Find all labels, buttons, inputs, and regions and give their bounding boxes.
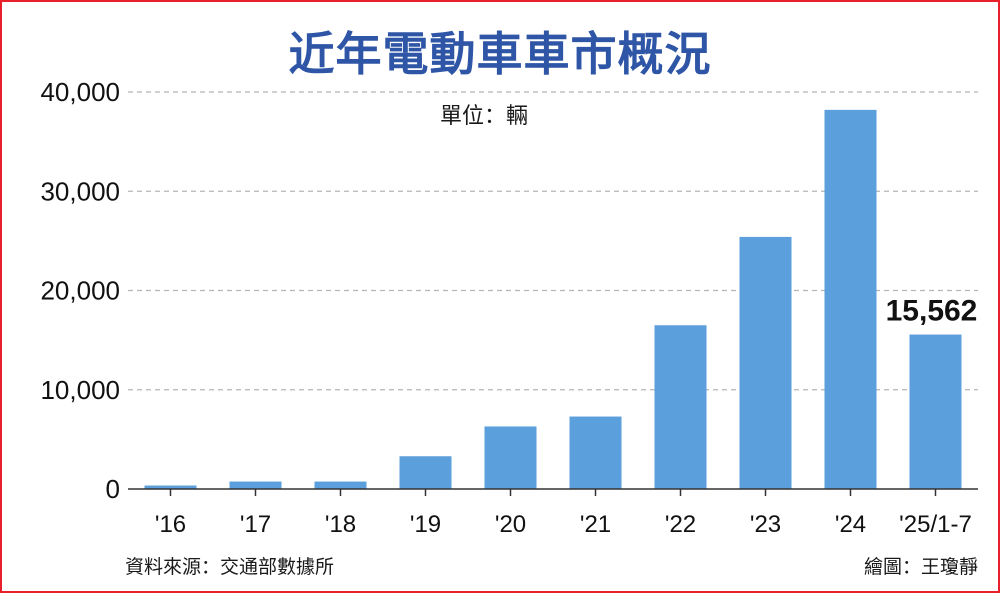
unit-label: 單位：輛 (440, 104, 529, 129)
bar (314, 481, 367, 489)
gridlines (128, 91, 978, 391)
chart-title: 近年電動車車市概況 (288, 27, 712, 81)
x-tick-label: '22 (665, 511, 696, 538)
x-tick-label: '17 (240, 511, 271, 538)
x-tick-label: '25/1-7 (899, 511, 972, 538)
y-tick-label: 0 (106, 474, 120, 504)
bar (654, 325, 707, 489)
x-tick-label: '19 (410, 511, 441, 538)
bar (399, 456, 452, 489)
y-tick-label: 40,000 (40, 77, 120, 107)
y-tick-label: 30,000 (40, 176, 120, 206)
x-tick-label: '21 (580, 511, 611, 538)
x-tick-label: '23 (750, 511, 781, 538)
x-tick-label: '18 (325, 511, 356, 538)
bar (569, 416, 622, 489)
credit-note: 繪圖：王瓊靜 (863, 556, 978, 578)
bar (484, 426, 537, 489)
bars (144, 109, 962, 490)
axes: 0 10,000 20,000 30,000 40,000 '16 '17 '18 '19 '20… (40, 77, 978, 538)
bar (229, 481, 282, 489)
data-label: 15,562 (886, 295, 978, 328)
bar (144, 485, 197, 489)
bar (824, 109, 877, 490)
y-tick-label: 20,000 (40, 276, 120, 306)
bar (739, 236, 792, 489)
y-tick-label: 10,000 (40, 375, 120, 405)
x-tick-label: '24 (835, 511, 866, 538)
x-tick-label: '20 (495, 511, 526, 538)
source-note: 資料來源：交通部數據所 (125, 556, 335, 578)
bar (909, 334, 962, 489)
labels: 15,562 (886, 295, 978, 328)
x-tick-label: '16 (155, 511, 186, 538)
